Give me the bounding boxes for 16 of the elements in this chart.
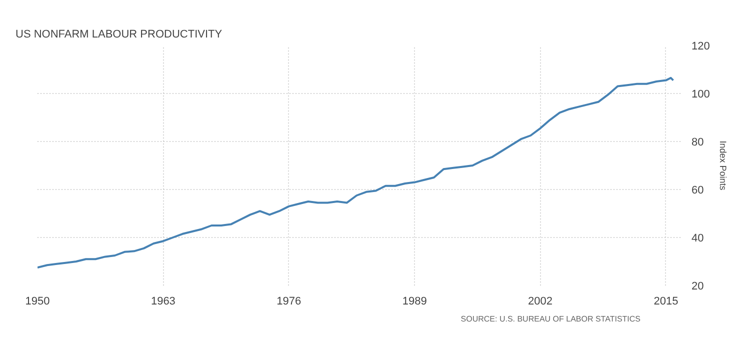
y-axis-title: Index Points <box>718 140 728 191</box>
y-tick-label: 40 <box>692 232 704 244</box>
source-note: SOURCE: U.S. BUREAU OF LABOR STATISTICS <box>460 314 641 324</box>
x-tick-label: 1976 <box>276 296 302 308</box>
x-tick-label: 1963 <box>150 296 176 308</box>
y-tick-label: 120 <box>692 40 710 52</box>
chart-title: US NONFARM LABOUR PRODUCTIVITY <box>16 28 223 40</box>
x-tick-label: 2015 <box>654 296 678 308</box>
x-tick-label: 1950 <box>25 296 50 308</box>
x-tick-label: 2002 <box>528 296 553 308</box>
y-tick-label: 20 <box>692 280 704 292</box>
x-tick-label: 1989 <box>402 296 427 308</box>
y-tick-label: 60 <box>692 184 704 196</box>
line-series <box>38 76 674 268</box>
y-tick-label: 80 <box>692 136 704 148</box>
y-tick-label: 100 <box>692 88 710 100</box>
